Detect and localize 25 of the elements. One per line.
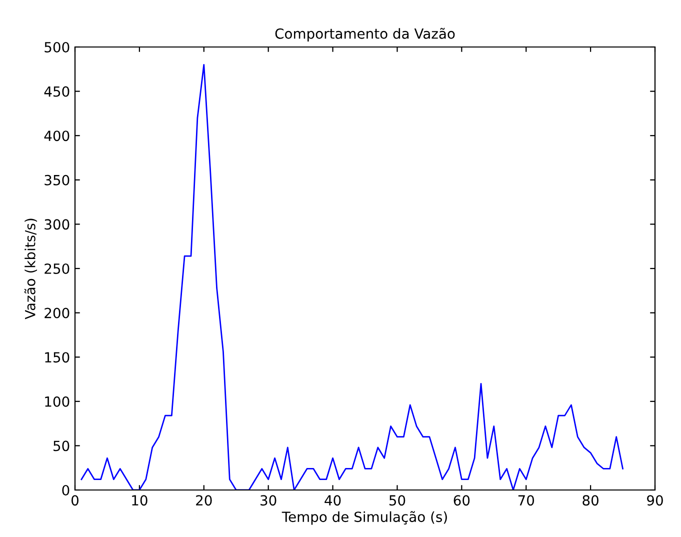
y-axis-title: Vazão (kbits/s) <box>24 218 38 320</box>
y-tick-label: 0 <box>62 484 70 496</box>
x-tick-label: 10 <box>132 495 148 506</box>
line-series <box>80 64 624 490</box>
y-tick-label: 350 <box>44 174 70 186</box>
x-tick-label: 80 <box>582 495 598 506</box>
y-tick-label: 50 <box>54 440 70 452</box>
y-tick-label: 400 <box>44 130 70 142</box>
x-tick-label: 60 <box>454 495 470 506</box>
chart-title: Comportamento da Vazão <box>275 28 455 42</box>
x-tick-label: 50 <box>389 495 406 506</box>
x-tick-label: 20 <box>196 495 212 506</box>
y-tick-label: 100 <box>45 396 70 407</box>
y-tick-label: 500 <box>44 42 70 52</box>
x-tick-label: 40 <box>324 495 341 506</box>
y-tick-label: 300 <box>44 219 70 230</box>
x-axis-title: Tempo de Simulação (s) <box>282 511 447 525</box>
x-tick-label: 30 <box>260 495 276 506</box>
x-tick-label: 70 <box>518 495 534 506</box>
y-tick-label: 150 <box>45 352 70 363</box>
y-tick-label: 250 <box>44 263 70 274</box>
x-tick-label: 0 <box>71 495 78 506</box>
y-tick-label: 450 <box>44 86 70 97</box>
x-tick-label: 90 <box>647 495 663 506</box>
y-tick-label: 200 <box>44 308 70 318</box>
